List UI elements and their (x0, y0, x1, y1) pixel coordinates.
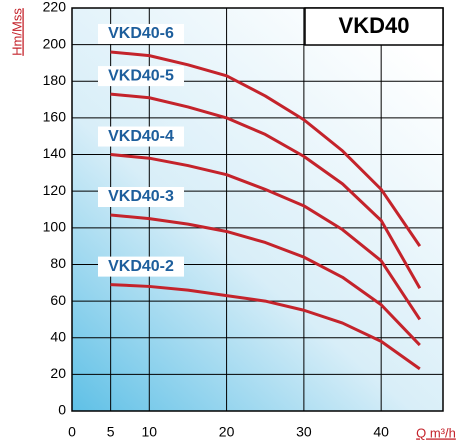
series-label: VKD40-3 (108, 188, 174, 205)
chart-title: VKD40 (339, 13, 410, 38)
curve (110, 283, 421, 371)
y-axis-label: Hm/Mss (9, 8, 24, 56)
x-tick-label: 0 (68, 424, 76, 440)
y-tick-label: 220 (43, 0, 67, 15)
curve (110, 153, 422, 321)
x-tick-label: 40 (373, 424, 389, 440)
y-tick-label: 0 (58, 402, 66, 418)
y-tick-label: 100 (43, 219, 67, 235)
series-label: VKD40-2 (108, 258, 174, 275)
y-tick-label: 160 (43, 109, 67, 125)
series-label-bg (98, 186, 184, 207)
y-tick-label: 80 (50, 255, 66, 271)
series-label: VKD40-6 (108, 25, 174, 42)
curve (110, 92, 422, 290)
x-tick-label: 30 (296, 424, 312, 440)
y-tick-label: 60 (50, 292, 66, 308)
series-label-bg (98, 256, 184, 277)
x-axis-label: Q m³/h (416, 425, 456, 440)
series-label-bg (98, 126, 184, 147)
y-tick-label: 120 (43, 182, 67, 198)
title-box (304, 7, 444, 46)
series-label: VKD40-5 (108, 67, 174, 84)
series-label: VKD40-4 (108, 128, 174, 145)
y-tick-label: 20 (50, 365, 66, 381)
x-tick-label: 10 (142, 424, 158, 440)
y-tick-label: 180 (43, 72, 67, 88)
plot-frame (71, 7, 444, 412)
y-tick-label: 200 (43, 35, 67, 51)
curve (110, 213, 421, 347)
x-tick-label: 20 (219, 424, 235, 440)
series-label-bg (98, 23, 184, 44)
curve (110, 50, 422, 247)
y-tick-label: 40 (50, 328, 66, 344)
series-label-bg (98, 66, 184, 87)
x-tick-label: 5 (107, 424, 115, 440)
y-tick-label: 140 (43, 145, 67, 161)
